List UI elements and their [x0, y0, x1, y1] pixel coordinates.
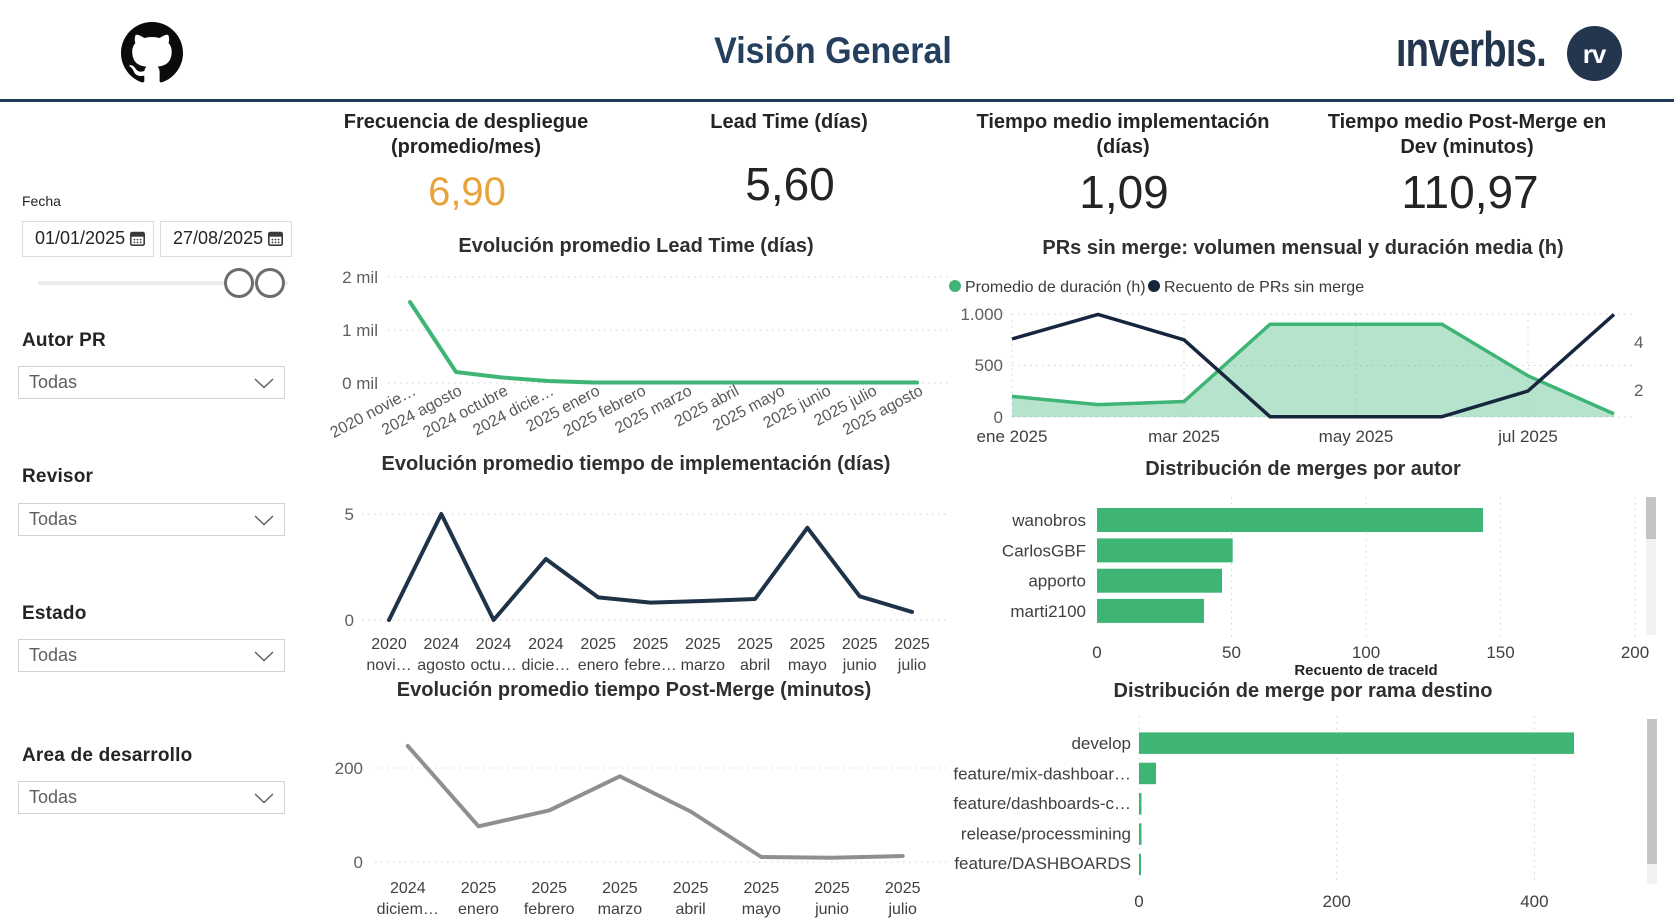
- svg-text:marzo: marzo: [598, 901, 643, 918]
- svg-text:2025: 2025: [531, 880, 567, 897]
- svg-text:julio: julio: [887, 901, 917, 918]
- svg-text:Recuento de PRs sin merge: Recuento de PRs sin merge: [1164, 279, 1364, 296]
- svg-text:2025: 2025: [673, 880, 709, 897]
- svg-text:develop: develop: [1071, 734, 1131, 753]
- svg-text:febre…: febre…: [624, 657, 676, 674]
- svg-text:julio: julio: [897, 657, 927, 674]
- svg-text:2025: 2025: [814, 880, 850, 897]
- svg-text:2025: 2025: [894, 636, 930, 653]
- svg-text:febrero: febrero: [524, 901, 575, 918]
- svg-text:Promedio de duración (h): Promedio de duración (h): [965, 279, 1146, 296]
- svg-text:apporto: apporto: [1028, 572, 1086, 591]
- svg-text:octu…: octu…: [470, 657, 516, 674]
- svg-text:0: 0: [354, 853, 363, 872]
- svg-text:0: 0: [345, 611, 354, 630]
- svg-text:400: 400: [1520, 892, 1548, 911]
- svg-text:0: 0: [1134, 892, 1143, 911]
- svg-text:2 mil: 2 mil: [342, 268, 378, 287]
- svg-text:mar 2025: mar 2025: [1148, 427, 1220, 446]
- svg-text:2025: 2025: [633, 636, 669, 653]
- svg-text:feature/DASHBOARDS: feature/DASHBOARDS: [954, 854, 1131, 873]
- svg-text:feature/dashboards-c…: feature/dashboards-c…: [953, 794, 1131, 813]
- svg-text:Recuento de traceId: Recuento de traceId: [1294, 662, 1437, 679]
- svg-text:1 mil: 1 mil: [342, 321, 378, 340]
- svg-text:2025: 2025: [842, 636, 878, 653]
- svg-text:wanobros: wanobros: [1011, 511, 1086, 530]
- svg-text:0: 0: [994, 408, 1003, 427]
- svg-text:marti2100: marti2100: [1010, 602, 1086, 621]
- svg-text:2024: 2024: [424, 636, 460, 653]
- svg-text:2024: 2024: [390, 880, 426, 897]
- svg-text:2025: 2025: [580, 636, 616, 653]
- svg-text:2024: 2024: [528, 636, 564, 653]
- svg-text:4: 4: [1634, 333, 1643, 352]
- svg-text:ene 2025: ene 2025: [977, 427, 1048, 446]
- svg-text:CarlosGBF: CarlosGBF: [1002, 541, 1086, 560]
- svg-text:release/processmining: release/processmining: [961, 824, 1131, 843]
- svg-text:feature/mix-dashboar…: feature/mix-dashboar…: [953, 764, 1131, 783]
- svg-text:500: 500: [975, 356, 1003, 375]
- svg-text:dicie…: dicie…: [521, 657, 570, 674]
- svg-text:100: 100: [1352, 643, 1380, 662]
- svg-text:1.000: 1.000: [960, 305, 1003, 324]
- svg-text:2025: 2025: [744, 880, 780, 897]
- svg-text:may 2025: may 2025: [1319, 427, 1394, 446]
- svg-text:2: 2: [1634, 381, 1643, 400]
- svg-text:2020: 2020: [371, 636, 407, 653]
- svg-text:rv: rv: [1583, 39, 1607, 69]
- svg-text:abril: abril: [740, 657, 770, 674]
- svg-text:novi…: novi…: [366, 657, 411, 674]
- svg-text:50: 50: [1222, 643, 1241, 662]
- svg-text:200: 200: [335, 759, 363, 778]
- svg-text:diciem…: diciem…: [377, 901, 439, 918]
- svg-text:agosto: agosto: [417, 657, 465, 674]
- svg-text:2025: 2025: [685, 636, 721, 653]
- svg-text:2025: 2025: [885, 880, 921, 897]
- svg-text:0 mil: 0 mil: [342, 374, 378, 393]
- svg-text:mayo: mayo: [742, 901, 781, 918]
- svg-text:marzo: marzo: [681, 657, 726, 674]
- svg-text:mayo: mayo: [788, 657, 827, 674]
- svg-text:150: 150: [1486, 643, 1514, 662]
- svg-text:2025: 2025: [737, 636, 773, 653]
- svg-text:0: 0: [1092, 643, 1101, 662]
- svg-text:5: 5: [345, 505, 354, 524]
- svg-text:abril: abril: [675, 901, 705, 918]
- svg-text:enero: enero: [578, 657, 619, 674]
- svg-text:junio: junio: [842, 657, 877, 674]
- svg-text:2025: 2025: [461, 880, 497, 897]
- svg-text:jul 2025: jul 2025: [1497, 427, 1558, 446]
- svg-text:2025: 2025: [602, 880, 638, 897]
- svg-text:200: 200: [1621, 643, 1649, 662]
- svg-text:junio: junio: [814, 901, 849, 918]
- svg-text:enero: enero: [458, 901, 499, 918]
- svg-text:200: 200: [1323, 892, 1351, 911]
- svg-text:2025: 2025: [790, 636, 826, 653]
- svg-text:2024: 2024: [476, 636, 512, 653]
